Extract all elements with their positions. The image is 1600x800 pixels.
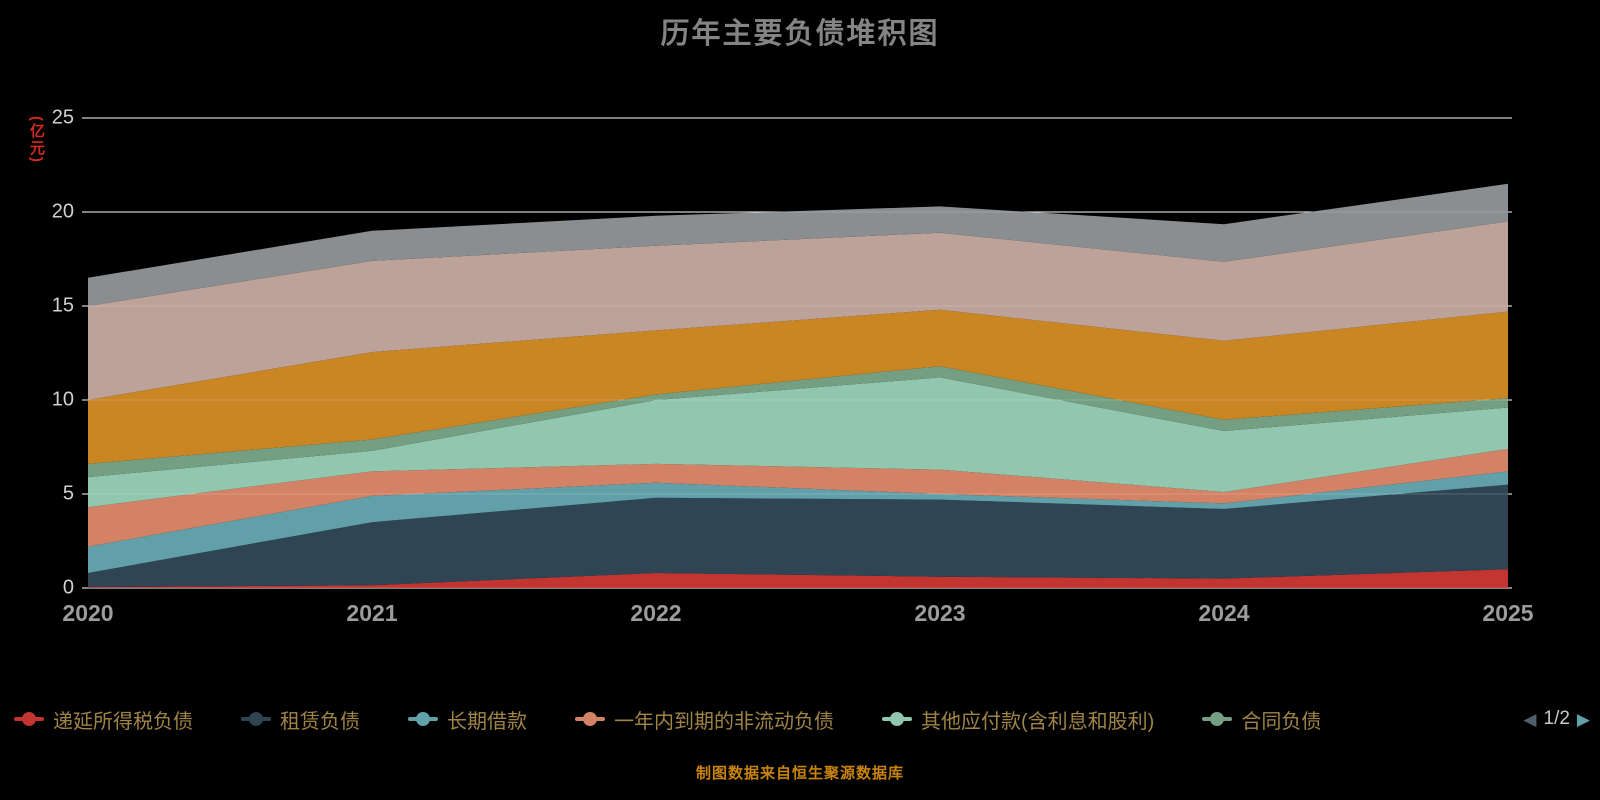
legend-label: 其他应付款(含利息和股利) [921,710,1155,733]
area-deferred-income-tax-liabilities[interactable] [88,569,1508,588]
legend-marker-icon [1202,712,1233,726]
area-non-current-liabilities-due-within-one-year[interactable] [88,448,1508,547]
area-series-9-unlabeled[interactable] [88,183,1508,306]
x-tick-label: 2024 [1198,600,1250,626]
area-other-payables[interactable] [88,377,1508,508]
y-axis-name: (亿元) [28,116,45,164]
x-tick-label: 2025 [1482,600,1534,626]
legend-page-indicator: 1/2 [1543,708,1570,729]
y-tick-label: 5 [62,482,74,505]
y-tick-label: 10 [51,388,74,411]
legend-item-long-term-borrowings[interactable]: 长期借款 [408,705,527,734]
area-contract-liabilities[interactable] [88,366,1508,478]
x-tick-label: 2022 [630,600,682,626]
legend-item-other-payables[interactable]: 其他应付款(含利息和股利) [882,705,1154,734]
chart-title: 历年主要负债堆积图 [660,18,940,50]
legend-label: 一年内到期的非流动负债 [614,710,834,733]
legend-item-non-current-liabilities-due-within-one-year[interactable]: 一年内到期的非流动负债 [575,705,834,734]
legend-marker-icon [241,712,271,726]
legend-label: 合同负债 [1241,710,1322,733]
legend-marker-icon [408,712,438,726]
area-long-term-borrowings[interactable] [88,471,1508,573]
legend-label: 递延所得税负债 [53,710,193,733]
area-lease-liabilities[interactable] [88,484,1508,588]
y-tick-label: 20 [51,200,74,223]
legend-item-contract-liabilities[interactable]: 合同负债 [1202,705,1321,734]
data-source-note: 制图数据来自恒生聚源数据库 [695,765,904,782]
y-tick-label: 25 [51,106,74,129]
y-tick-label: 0 [62,576,74,599]
legend-pager: ◀ 1/2 ▶ [1523,708,1590,730]
y-tick-label: 15 [51,294,74,317]
legend-items: 递延所得税负债 租赁负债 长期借款 一年内到期的非流动负债 其他应付款(含利息和股利) 合… [14,705,1321,734]
x-tick-label: 2020 [62,600,114,626]
legend-item-deferred-income-tax-liabilities[interactable]: 递延所得税负债 [14,705,193,734]
legend-item-lease-liabilities[interactable]: 租赁负债 [241,705,360,734]
legend-next-icon[interactable]: ▶ [1576,709,1590,729]
legend-bar: 递延所得税负债 租赁负债 长期借款 一年内到期的非流动负债 其他应付款(含利息和股利) 合… [14,698,1590,740]
legend-marker-icon [575,712,605,726]
area-series-8-unlabeled[interactable] [88,221,1508,400]
legend-prev-icon[interactable]: ◀ [1523,709,1537,729]
x-tick-label: 2021 [346,600,398,626]
area-series-7-unlabeled[interactable] [88,309,1508,464]
legend-marker-icon [14,712,44,726]
legend-marker-icon [882,712,912,726]
legend-label: 长期借款 [447,710,527,733]
legend-label: 租赁负债 [280,710,360,733]
x-tick-label: 2023 [914,600,966,626]
